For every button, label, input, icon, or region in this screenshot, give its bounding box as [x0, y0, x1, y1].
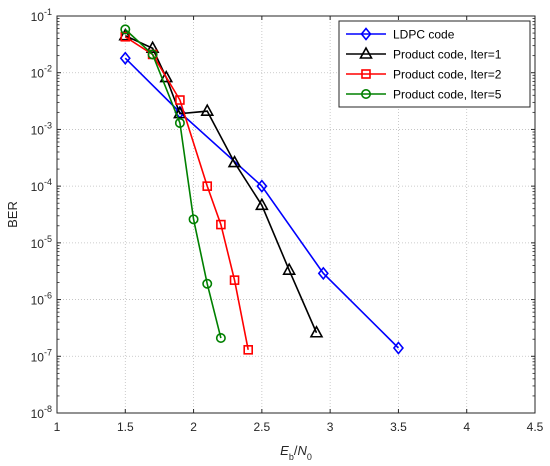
x-tick-label: 2.5 [254, 420, 271, 434]
legend-item-1: LDPC code [346, 27, 455, 42]
series-3-line [124, 36, 249, 350]
y-tick-base: 10 [31, 180, 45, 194]
legend-item-4-label: Product code, Iter=5 [393, 88, 502, 102]
legend-item-1-point [360, 27, 372, 41]
y-tick-exponent: -5 [44, 234, 52, 244]
series-layer [118, 24, 404, 355]
y-axis-label: BER [5, 201, 20, 228]
x-axis-label-e: E [280, 443, 289, 458]
y-tick-base: 10 [31, 10, 45, 24]
x-axis-label-slash: / [294, 443, 298, 458]
legend-item-3-point [361, 69, 371, 79]
series-1-point [392, 341, 404, 355]
series-2-point [145, 40, 160, 54]
series-3-point [229, 275, 240, 285]
y-tick-base: 10 [31, 294, 45, 308]
legend-item-2-point [359, 46, 373, 59]
y-tick-label: 10-3 [31, 120, 52, 137]
x-tick-label: 3 [327, 420, 334, 434]
series-2-point [255, 197, 269, 211]
series-2-point [282, 262, 297, 275]
x-tick-label: 4.5 [527, 420, 544, 434]
y-tick-exponent: -2 [44, 64, 52, 74]
series-4-point [202, 278, 213, 289]
series-4-point [188, 214, 199, 225]
y-tick-label: 10-5 [31, 234, 52, 251]
series-4-point [147, 49, 158, 60]
series-3 [120, 31, 253, 355]
series-2-point [159, 69, 174, 83]
y-tick-exponent: -1 [44, 7, 52, 17]
series-2-line [124, 34, 318, 334]
legend-item-4-point [360, 89, 371, 100]
series-3-point [216, 219, 226, 230]
series-3-point [120, 31, 131, 42]
y-tick-base: 10 [31, 237, 45, 251]
y-tick-exponent: -6 [44, 291, 52, 301]
axis-ticks: 1 1.5 2 2.5 3 3.5 4 4.510-110-210-310-410-510-6… [31, 7, 544, 434]
x-tick-label: 4 [463, 420, 470, 434]
series-2 [118, 28, 324, 338]
y-tick-base: 10 [31, 67, 45, 81]
y-tick-exponent: -8 [44, 404, 52, 414]
series-1-point [317, 266, 329, 281]
y-tick-label: 10-7 [31, 347, 52, 364]
series-3-point [175, 95, 185, 105]
series-4-point [215, 333, 226, 344]
y-tick-exponent: -4 [44, 177, 52, 187]
series-3-point [243, 345, 253, 355]
x-axis-label: Eb/N0 [280, 443, 312, 462]
y-tick-label: 10-6 [31, 291, 52, 308]
x-tick-label: 1.5 [117, 420, 134, 434]
legend-item-4: Product code, Iter=5 [346, 88, 502, 102]
x-tick-label: 3.5 [390, 420, 407, 434]
legend: LDPC code Product code, Iter=1 Product cod… [338, 20, 531, 108]
series-1-line [124, 57, 399, 349]
legend-box [338, 20, 531, 108]
y-tick-base: 10 [31, 123, 45, 137]
series-4-point [174, 117, 185, 128]
y-tick-label: 10-4 [31, 177, 52, 194]
y-tick-base: 10 [31, 407, 45, 421]
legend-item-2: Product code, Iter=1 [346, 46, 502, 62]
y-tick-label: 10-8 [31, 404, 52, 421]
y-tick-exponent: -3 [44, 120, 52, 130]
x-tick-label: 2 [190, 420, 197, 434]
series-4-line [124, 28, 222, 339]
y-tick-label: 10-1 [31, 7, 52, 24]
series-3-point [202, 181, 213, 191]
series-1-point [119, 51, 131, 66]
legend-item-2-label: Product code, Iter=1 [393, 48, 502, 62]
x-axis-label-sub-b: b [289, 452, 294, 462]
series-2-point [118, 28, 133, 41]
legend-item-1-label: LDPC code [393, 28, 455, 42]
series-4-point [120, 24, 131, 35]
legend-item-3-label: Product code, Iter=2 [393, 68, 502, 82]
y-tick-exponent: -7 [44, 347, 52, 357]
series-2-point [173, 105, 187, 119]
y-tick-base: 10 [31, 350, 45, 364]
series-2-point [200, 103, 215, 116]
series-4 [120, 24, 226, 344]
x-tick-label: 1 [54, 420, 61, 434]
plot-area [56, 15, 536, 414]
x-axis-label-n: N [297, 443, 307, 458]
series-2-point [309, 325, 324, 338]
y-tick-label: 10-2 [31, 64, 52, 81]
x-axis-label-sub-0: 0 [307, 452, 312, 462]
series-1-point [256, 179, 268, 193]
series-2-point [227, 154, 242, 168]
legend-item-3: Product code, Iter=2 [346, 68, 502, 82]
